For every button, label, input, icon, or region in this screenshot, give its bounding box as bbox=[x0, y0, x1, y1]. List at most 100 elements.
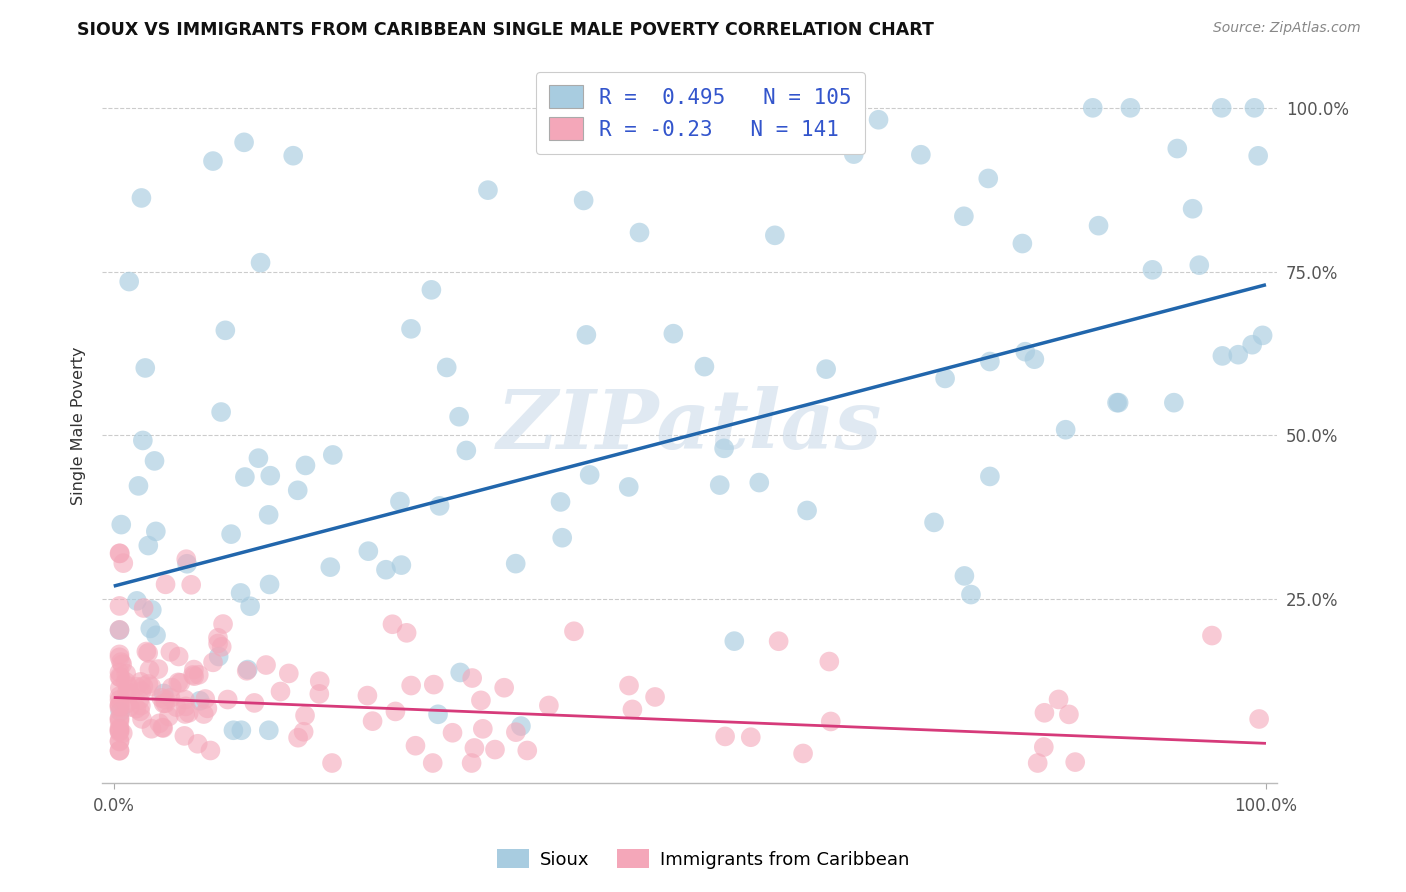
Point bbox=[108, 648, 131, 662]
Point bbox=[212, 617, 235, 632]
Point bbox=[1011, 236, 1033, 251]
Point bbox=[910, 147, 932, 161]
Point bbox=[110, 671, 132, 685]
Point bbox=[259, 468, 281, 483]
Point bbox=[868, 112, 890, 127]
Point bbox=[233, 470, 256, 484]
Point bbox=[436, 360, 458, 375]
Point bbox=[578, 467, 600, 482]
Point bbox=[108, 693, 131, 707]
Point bbox=[1211, 101, 1233, 115]
Point bbox=[187, 737, 209, 751]
Point bbox=[108, 665, 131, 680]
Point bbox=[818, 655, 841, 669]
Point bbox=[979, 354, 1001, 368]
Point bbox=[427, 707, 450, 722]
Y-axis label: Single Male Poverty: Single Male Poverty bbox=[72, 346, 86, 505]
Point bbox=[159, 645, 181, 659]
Point bbox=[257, 508, 280, 522]
Point bbox=[127, 479, 149, 493]
Point bbox=[477, 183, 499, 197]
Point bbox=[207, 636, 229, 650]
Point bbox=[395, 625, 418, 640]
Point bbox=[125, 680, 148, 694]
Point bbox=[404, 739, 426, 753]
Point bbox=[763, 228, 786, 243]
Point bbox=[429, 499, 451, 513]
Point bbox=[621, 702, 644, 716]
Point bbox=[229, 586, 252, 600]
Point bbox=[115, 697, 138, 711]
Point bbox=[709, 478, 731, 492]
Point bbox=[470, 693, 492, 707]
Point bbox=[321, 756, 343, 770]
Point bbox=[572, 194, 595, 208]
Point bbox=[322, 448, 344, 462]
Point bbox=[617, 480, 640, 494]
Point bbox=[796, 503, 818, 517]
Point bbox=[132, 679, 155, 693]
Point bbox=[111, 726, 134, 740]
Point bbox=[155, 696, 177, 710]
Point bbox=[141, 722, 163, 736]
Point bbox=[108, 700, 131, 714]
Point bbox=[510, 719, 533, 733]
Point bbox=[129, 674, 152, 689]
Point bbox=[1054, 423, 1077, 437]
Point bbox=[356, 689, 378, 703]
Point bbox=[174, 699, 197, 714]
Point bbox=[1032, 739, 1054, 754]
Point bbox=[1201, 629, 1223, 643]
Point bbox=[236, 663, 259, 677]
Point bbox=[1241, 337, 1264, 351]
Point bbox=[138, 677, 160, 691]
Point bbox=[108, 681, 131, 695]
Point bbox=[131, 684, 153, 698]
Point bbox=[108, 723, 131, 737]
Point bbox=[723, 634, 745, 648]
Point bbox=[1057, 707, 1080, 722]
Point bbox=[108, 711, 131, 725]
Point bbox=[934, 371, 956, 385]
Point bbox=[1247, 149, 1270, 163]
Point bbox=[254, 658, 277, 673]
Legend: R =  0.495   N = 105, R = -0.23   N = 141: R = 0.495 N = 105, R = -0.23 N = 141 bbox=[536, 71, 865, 153]
Point bbox=[108, 698, 131, 712]
Point bbox=[575, 122, 598, 136]
Point bbox=[389, 558, 412, 573]
Point bbox=[460, 756, 482, 770]
Point bbox=[118, 700, 141, 714]
Point bbox=[422, 756, 444, 770]
Point bbox=[194, 692, 217, 706]
Point bbox=[183, 669, 205, 683]
Point bbox=[143, 454, 166, 468]
Point bbox=[562, 624, 585, 639]
Point bbox=[399, 679, 422, 693]
Point bbox=[456, 443, 478, 458]
Point bbox=[247, 451, 270, 466]
Point bbox=[1081, 101, 1104, 115]
Point bbox=[200, 743, 222, 757]
Point bbox=[177, 706, 200, 720]
Point bbox=[111, 657, 134, 672]
Point bbox=[628, 226, 651, 240]
Point bbox=[193, 706, 215, 721]
Point bbox=[108, 743, 131, 757]
Point bbox=[235, 664, 257, 678]
Point bbox=[375, 563, 398, 577]
Point bbox=[169, 676, 191, 690]
Point bbox=[128, 693, 150, 707]
Point bbox=[308, 687, 330, 701]
Point bbox=[188, 694, 211, 708]
Point bbox=[294, 708, 316, 723]
Point bbox=[129, 698, 152, 713]
Point bbox=[257, 723, 280, 738]
Point bbox=[713, 442, 735, 456]
Point bbox=[420, 283, 443, 297]
Point bbox=[152, 721, 174, 735]
Point bbox=[270, 684, 292, 698]
Point bbox=[108, 546, 131, 560]
Point bbox=[174, 692, 197, 706]
Point bbox=[423, 678, 446, 692]
Point bbox=[209, 405, 232, 419]
